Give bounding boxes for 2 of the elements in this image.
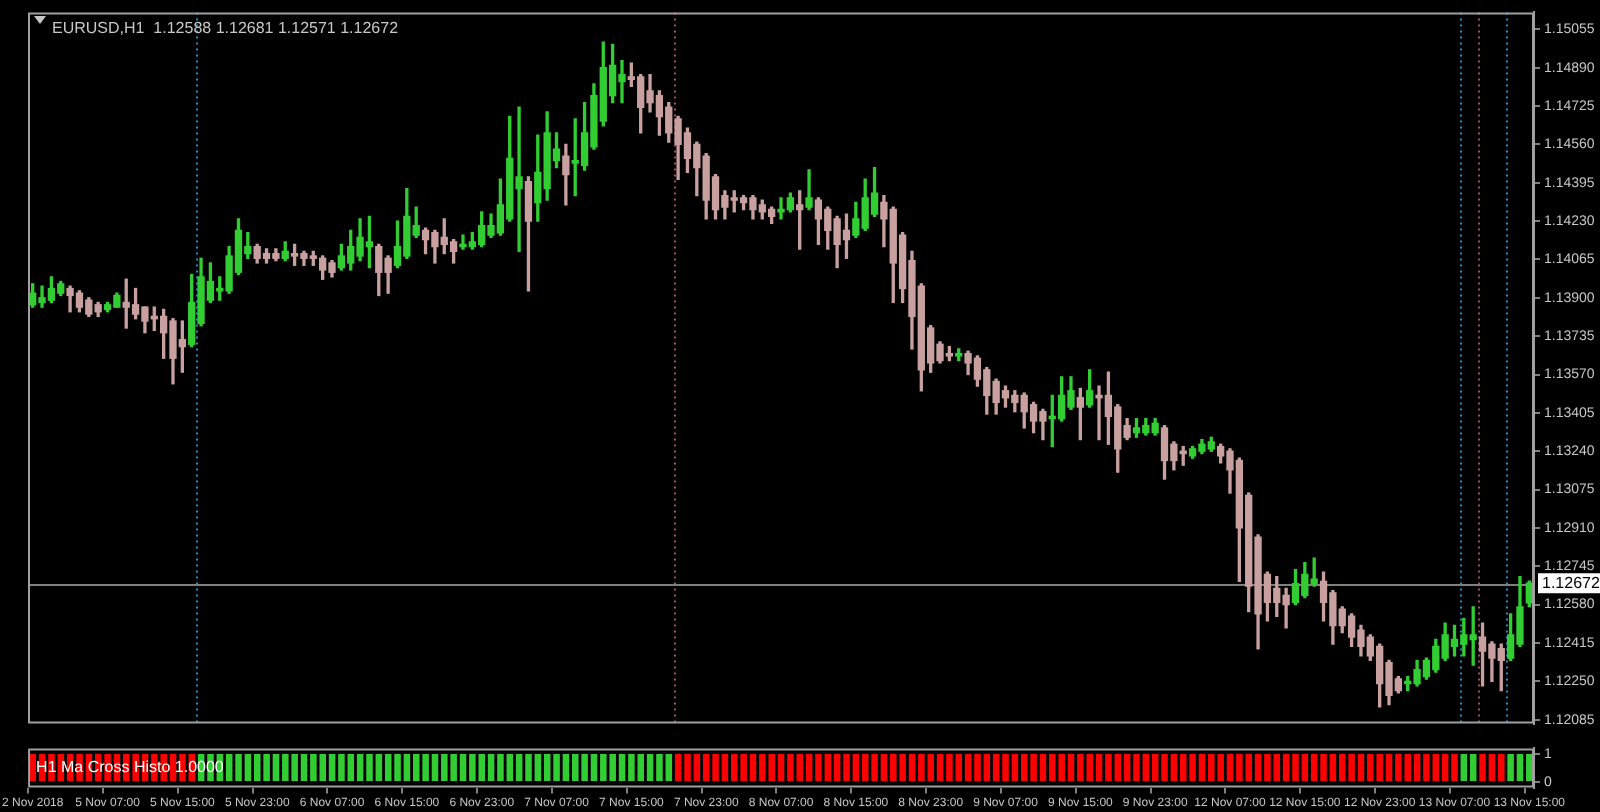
chart-title: EURUSD,H1 1.12588 1.12681 1.12571 1.12672 [52, 18, 400, 37]
ref-line-label: 1.12672 [1542, 573, 1600, 592]
